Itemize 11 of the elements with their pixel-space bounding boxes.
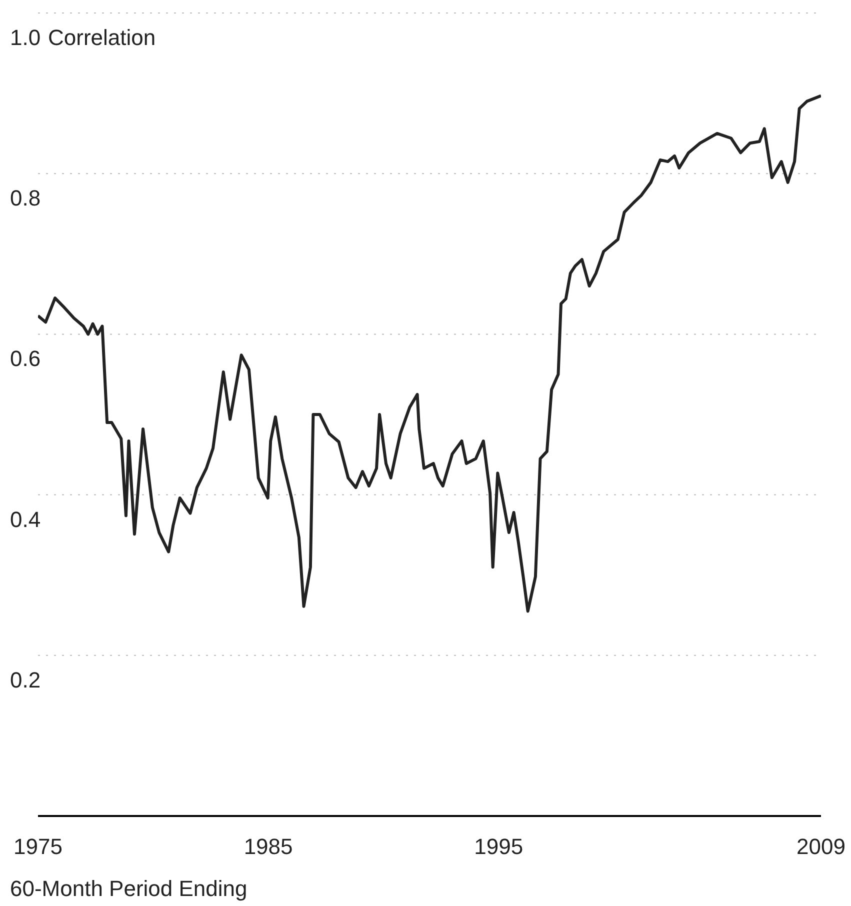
y-tick-label: 0.2 xyxy=(10,667,41,692)
y-tick-label: 0.8 xyxy=(10,186,41,211)
x-tick-label: 2009 xyxy=(796,834,846,859)
x-tick-label: 1975 xyxy=(14,834,62,859)
x-tick-label: 1985 xyxy=(244,834,293,859)
y-tick-label: 0.6 xyxy=(10,346,41,372)
x-axis-title: 60-Month Period Ending xyxy=(10,876,248,902)
y-axis-title: Correlation xyxy=(48,25,156,51)
y-tick-label: 0.4 xyxy=(10,506,41,532)
y-tick-label: 1.0 xyxy=(10,25,41,50)
x-tick-label: 1995 xyxy=(474,834,524,859)
